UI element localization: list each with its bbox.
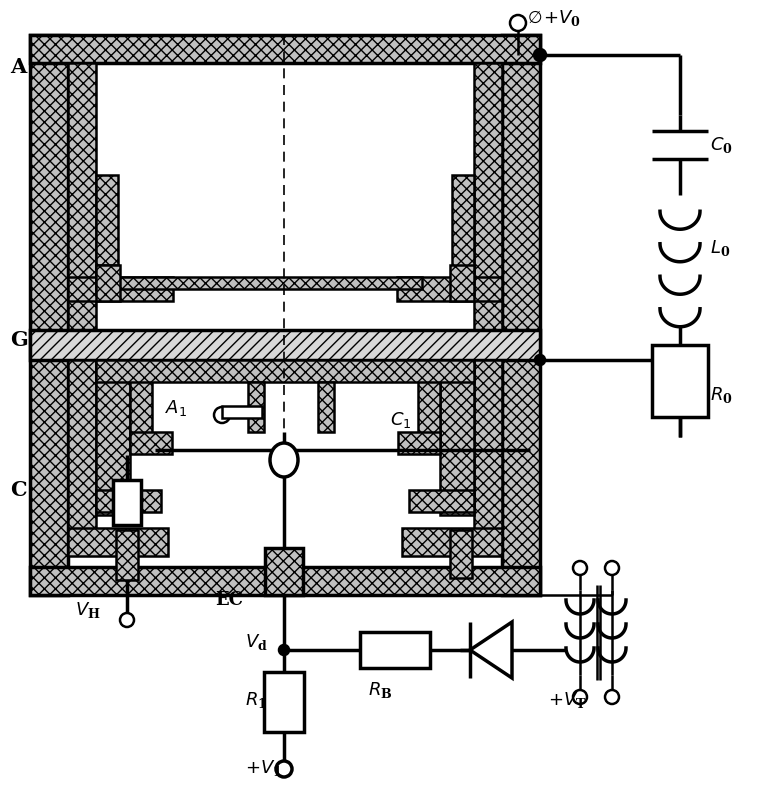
Circle shape — [573, 561, 587, 575]
Text: $\varnothing$: $\varnothing$ — [527, 9, 542, 27]
Text: $+\mathit{V}_\mathregular{T}$: $+\mathit{V}_\mathregular{T}$ — [548, 690, 587, 710]
Bar — [474, 360, 502, 555]
Text: $\mathit{L}_\mathregular{0}$: $\mathit{L}_\mathregular{0}$ — [710, 238, 730, 258]
Bar — [68, 528, 168, 556]
Circle shape — [276, 761, 292, 777]
Bar — [418, 360, 440, 440]
Bar — [265, 548, 303, 595]
Bar — [652, 345, 708, 417]
Text: $+\mathit{V}_\mathregular{0}$: $+\mathit{V}_\mathregular{0}$ — [543, 8, 581, 28]
Bar — [96, 175, 118, 295]
Bar — [30, 567, 540, 595]
Bar — [264, 672, 304, 732]
Circle shape — [535, 355, 545, 365]
Text: EC: EC — [215, 591, 243, 609]
Text: $+\mathit{V}_\mathregular{1}$: $+\mathit{V}_\mathregular{1}$ — [245, 758, 282, 778]
Text: $\mathit{V}_\mathregular{H}$: $\mathit{V}_\mathregular{H}$ — [75, 600, 101, 620]
Text: $\mathit{V}_\mathregular{d}$: $\mathit{V}_\mathregular{d}$ — [245, 632, 268, 652]
Bar — [474, 63, 502, 331]
Text: C: C — [10, 480, 27, 500]
Bar — [440, 360, 474, 515]
Text: $\mathit{C}_\mathregular{0}$: $\mathit{C}_\mathregular{0}$ — [710, 135, 733, 155]
Ellipse shape — [270, 443, 298, 477]
Circle shape — [279, 645, 289, 655]
Bar — [113, 480, 141, 525]
Bar — [248, 382, 264, 432]
Circle shape — [534, 49, 546, 61]
Circle shape — [510, 15, 526, 31]
Bar — [450, 265, 474, 301]
Bar — [398, 432, 440, 454]
Circle shape — [605, 690, 619, 704]
Bar — [68, 360, 96, 555]
Bar — [318, 382, 334, 432]
Text: $\mathit{A}_1$: $\mathit{A}_1$ — [165, 398, 187, 418]
Text: $\mathit{R}_\mathregular{1}$: $\mathit{R}_\mathregular{1}$ — [245, 690, 267, 710]
Bar — [452, 175, 474, 295]
Bar — [450, 530, 472, 578]
Bar — [130, 432, 172, 454]
Circle shape — [605, 561, 619, 575]
Bar — [30, 330, 540, 360]
Bar — [502, 35, 540, 595]
Circle shape — [214, 407, 230, 423]
Text: $\mathit{R}_\mathregular{0}$: $\mathit{R}_\mathregular{0}$ — [710, 385, 733, 405]
Bar — [397, 277, 502, 301]
Circle shape — [573, 690, 587, 704]
Bar — [222, 406, 262, 418]
Bar — [130, 360, 152, 440]
Bar — [96, 360, 130, 515]
Bar — [116, 530, 138, 580]
Text: A: A — [10, 57, 27, 77]
Bar — [68, 63, 96, 331]
Bar — [96, 360, 474, 382]
Bar — [96, 265, 120, 301]
Circle shape — [120, 613, 134, 627]
Bar — [30, 35, 540, 63]
Bar — [402, 528, 502, 556]
Bar — [96, 490, 161, 512]
Bar — [409, 490, 474, 512]
Bar — [96, 265, 118, 277]
Polygon shape — [470, 622, 512, 678]
Text: $\mathit{R}_\mathregular{B}$: $\mathit{R}_\mathregular{B}$ — [368, 680, 393, 700]
Bar — [360, 632, 430, 668]
Bar — [96, 277, 422, 289]
Bar — [30, 35, 68, 595]
Text: G: G — [10, 330, 28, 350]
Bar — [68, 277, 173, 301]
Text: $\mathit{C}_1$: $\mathit{C}_1$ — [390, 410, 412, 430]
